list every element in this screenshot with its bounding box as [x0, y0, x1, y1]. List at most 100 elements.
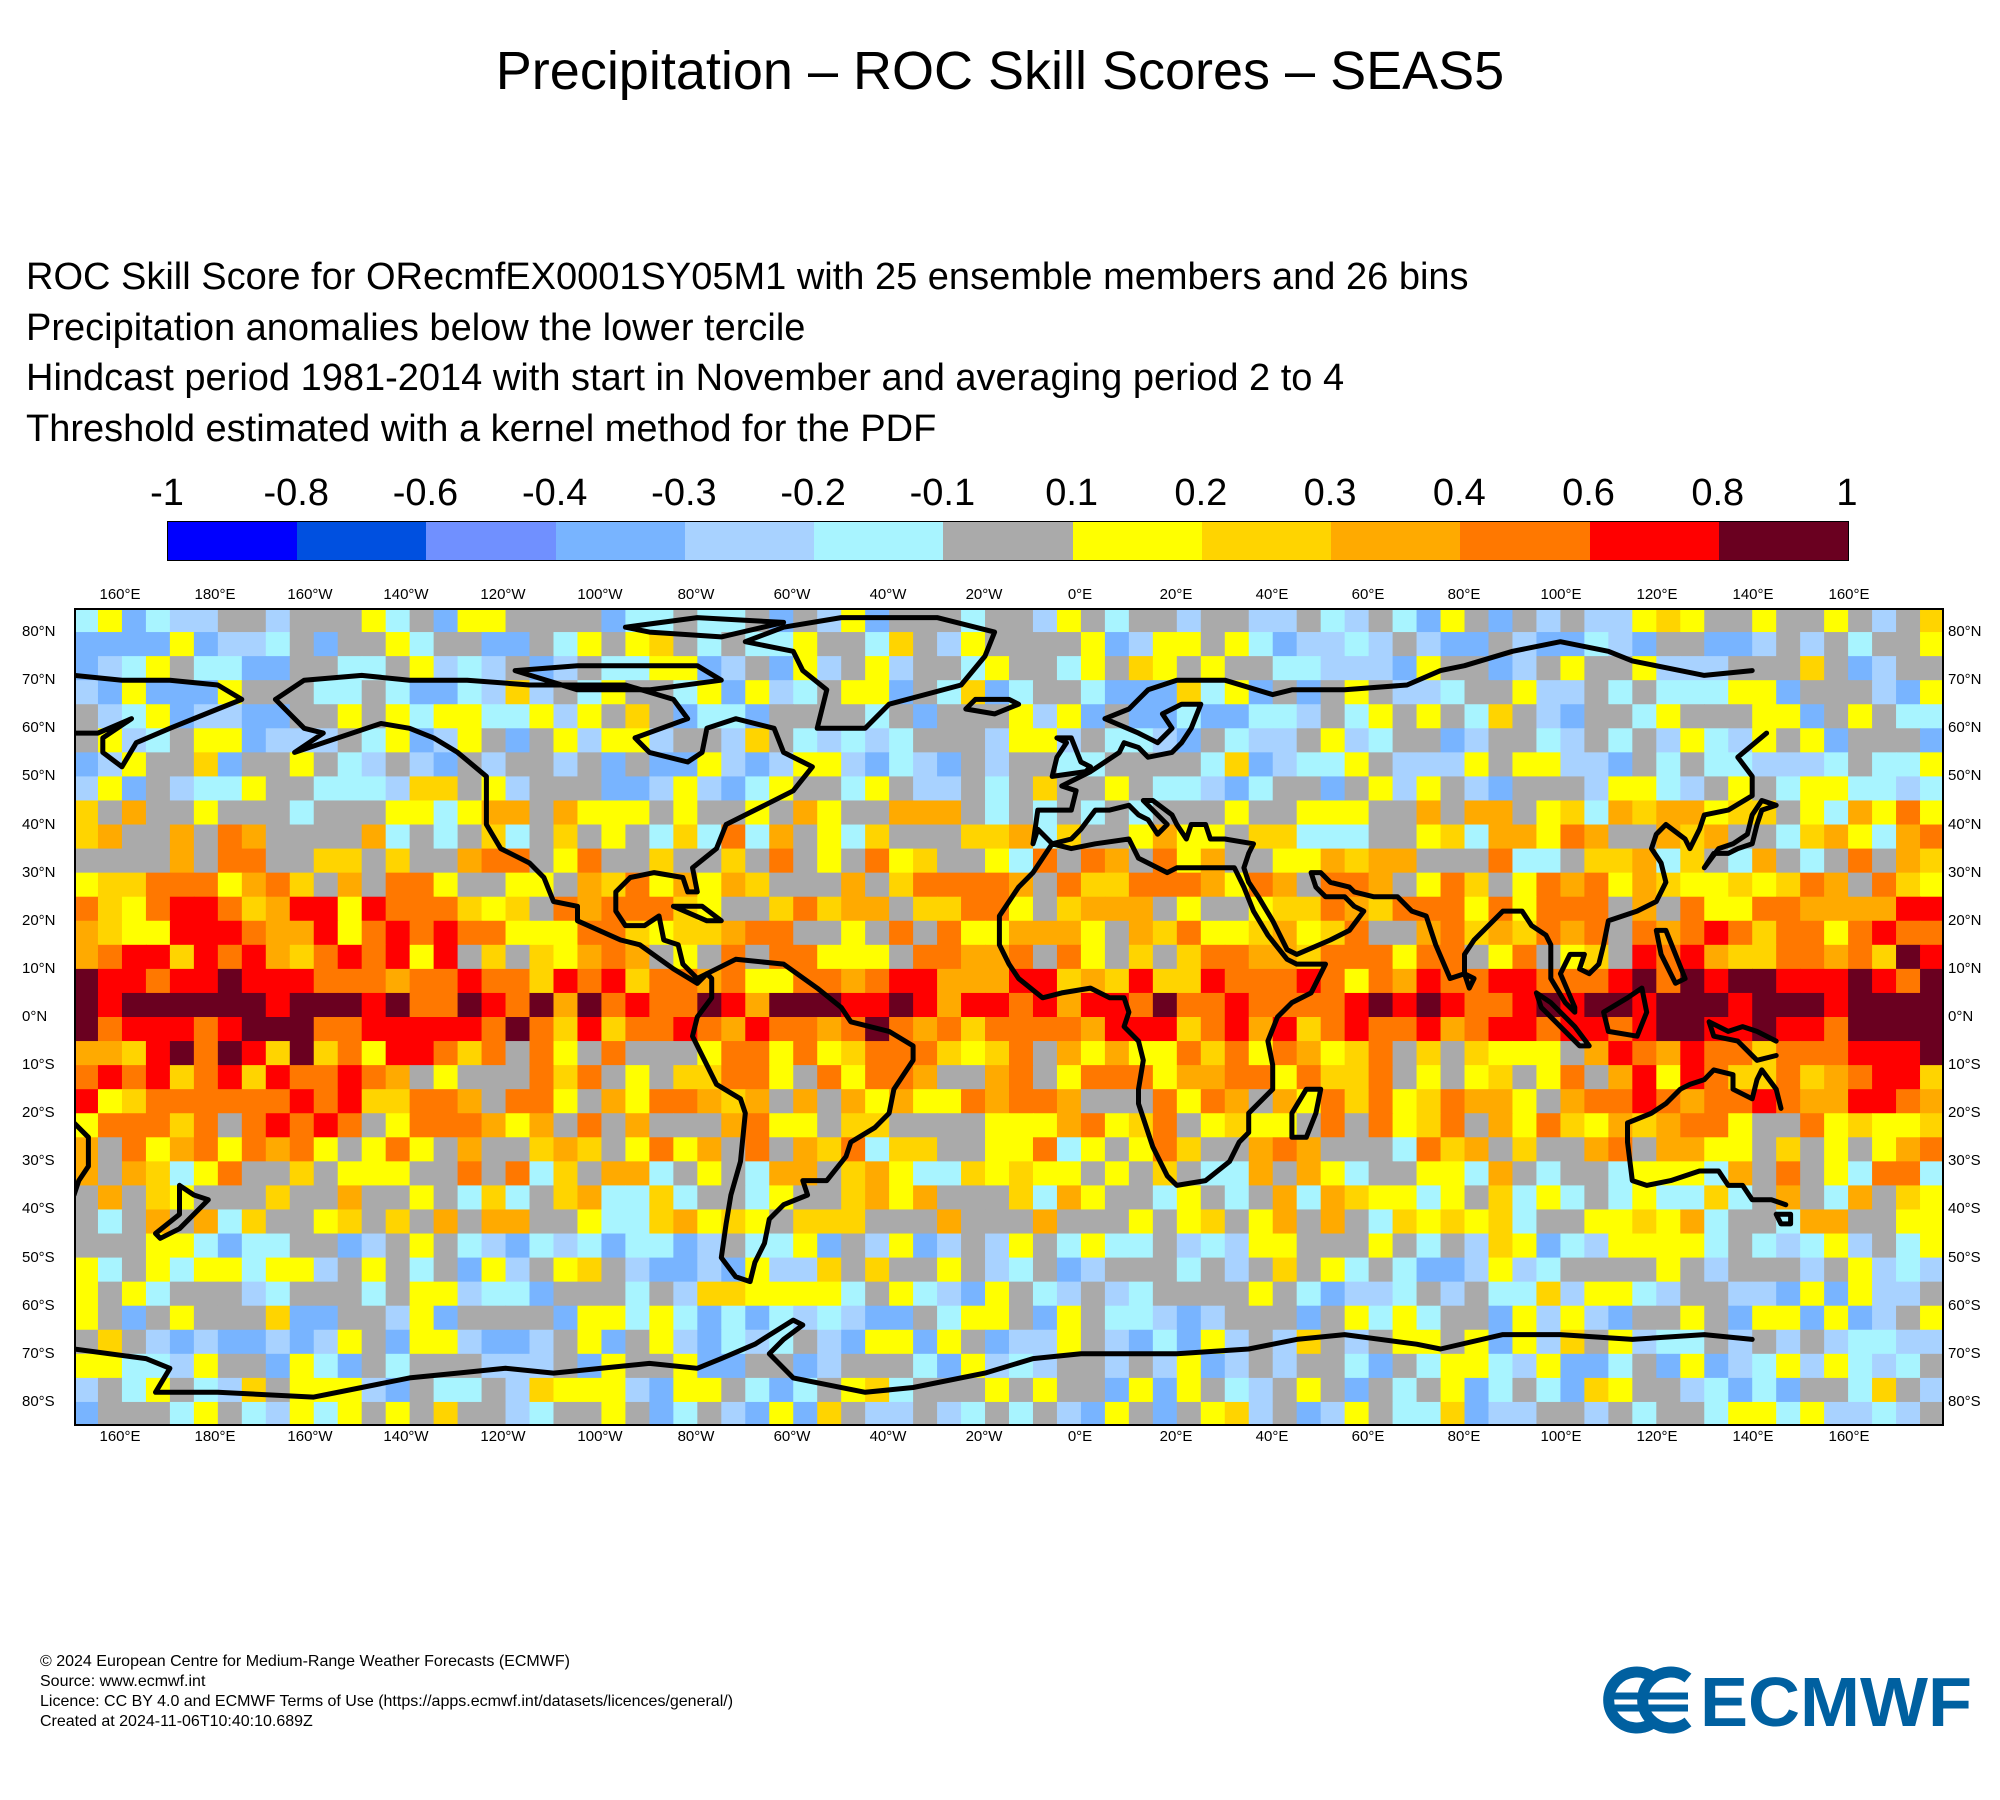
- lat-label: 80°S: [22, 1392, 55, 1410]
- lon-label: 100°W: [577, 586, 623, 603]
- lon-label: 140°E: [1732, 586, 1774, 603]
- lon-label: 160°E: [99, 1428, 141, 1445]
- legend-label: 0.3: [1303, 472, 1357, 514]
- lon-label: 160°E: [1828, 1428, 1870, 1445]
- lon-label: 20°E: [1159, 586, 1193, 603]
- lon-label: 80°E: [1447, 1428, 1481, 1445]
- lon-label: 40°E: [1255, 586, 1289, 603]
- colorbar-segment: [555, 522, 685, 560]
- footer-created: Created at 2024-11-06T10:40:10.689Z: [40, 1713, 313, 1730]
- lat-label: 40°S: [22, 1200, 55, 1218]
- lat-label: 80°N: [1948, 623, 1982, 641]
- lon-label: 80°E: [1447, 586, 1481, 603]
- lon-label: 40°E: [1255, 1428, 1289, 1445]
- lon-label: 160°W: [287, 1428, 333, 1445]
- lat-label: 20°S: [1948, 1104, 1981, 1122]
- colorbar-segment: [1589, 522, 1719, 560]
- colorbar-segment: [1718, 522, 1849, 560]
- map-cells: [74, 608, 1944, 1426]
- lat-label: 60°S: [1948, 1296, 1981, 1314]
- lat-label: 50°N: [22, 767, 56, 785]
- lon-label: 180°E: [194, 1428, 236, 1445]
- colorbar-segment: [943, 522, 1073, 560]
- lat-label: 70°S: [22, 1344, 55, 1362]
- lat-label: 10°N: [1948, 959, 1982, 977]
- subtitle-line-3: Hindcast period 1981-2014 with start in …: [26, 357, 1345, 399]
- lat-label: 30°S: [1948, 1152, 1981, 1170]
- lon-label: 120°W: [480, 1428, 526, 1445]
- legend-label: 0.1: [1045, 472, 1099, 514]
- legend-label: -0.6: [392, 472, 459, 514]
- lat-label: 70°N: [22, 671, 56, 689]
- lon-label: 100°E: [1540, 1428, 1582, 1445]
- page-title: Precipitation – ROC Skill Scores – SEAS5: [495, 41, 1505, 101]
- footer: © 2024 European Centre for Medium-Range …: [40, 1652, 733, 1732]
- lat-label: 60°N: [22, 719, 56, 737]
- legend-label: -0.4: [521, 472, 588, 514]
- skill-score-map: [74, 608, 1944, 1426]
- lon-label: 140°W: [383, 586, 429, 603]
- lat-label: 10°S: [22, 1056, 55, 1074]
- colorbar-segment: [1201, 522, 1332, 560]
- lat-label: 0°N: [22, 1008, 48, 1025]
- lat-label: 30°S: [22, 1152, 55, 1170]
- legend-label: -0.8: [263, 472, 329, 514]
- colorbar-segment: [168, 522, 298, 560]
- colorbar-segment: [297, 522, 427, 560]
- lat-label: 40°S: [1948, 1200, 1981, 1218]
- map-frame: [74, 608, 1944, 1426]
- lon-label: 120°W: [480, 586, 526, 603]
- lon-label: 100°E: [1540, 586, 1582, 603]
- lat-label: 40°N: [1948, 815, 1982, 833]
- lat-label: 10°N: [22, 959, 56, 977]
- lat-label: 40°N: [22, 815, 56, 833]
- lon-label: 40°W: [869, 586, 907, 603]
- lat-label: 70°S: [1948, 1344, 1981, 1362]
- lat-label: 80°S: [1948, 1392, 1981, 1410]
- colorbar: [167, 521, 1849, 561]
- lon-label: 60°E: [1351, 1428, 1385, 1445]
- legend-label: 1: [1836, 472, 1858, 514]
- lon-label: 60°W: [773, 586, 811, 603]
- lon-label: 140°E: [1732, 1428, 1774, 1445]
- footer-copyright: © 2024 European Centre for Medium-Range …: [40, 1653, 570, 1670]
- lon-label: 160°E: [1828, 586, 1870, 603]
- lat-label: 20°N: [1948, 911, 1982, 929]
- footer-licence: Licence: CC BY 4.0 and ECMWF Terms of Us…: [40, 1693, 734, 1710]
- colorbar-segment: [1460, 522, 1590, 560]
- lat-label: 50°S: [22, 1248, 55, 1266]
- lon-label: 100°W: [577, 1428, 623, 1445]
- legend-label: 0.8: [1691, 472, 1745, 514]
- colorbar-segment: [684, 522, 815, 560]
- colorbar-segment: [814, 522, 944, 560]
- legend-label: -0.2: [780, 472, 846, 514]
- legend-label: -0.3: [651, 472, 717, 514]
- ecmwf-logo-text: ECMWF: [1700, 1664, 1972, 1736]
- lat-label: 80°N: [22, 623, 56, 641]
- lon-label: 160°E: [99, 586, 141, 603]
- subtitle-line-4: Threshold estimated with a kernel method…: [26, 408, 937, 450]
- lon-label: 140°W: [383, 1428, 429, 1445]
- coastlines: [74, 615, 1794, 1400]
- lat-label: 20°S: [22, 1104, 55, 1122]
- lon-label: 40°W: [869, 1428, 907, 1445]
- lon-label: 120°E: [1636, 1428, 1678, 1445]
- colorbar-segment: [426, 522, 556, 560]
- lat-label: 0°N: [1948, 1008, 1974, 1025]
- legend-label: -1: [150, 472, 184, 514]
- lon-label: 60°E: [1351, 586, 1385, 603]
- legend-label: 0.6: [1562, 472, 1615, 514]
- legend-labels: -1 -0.8 -0.6 -0.4 -0.3 -0.2 -0.1 0.1 0.2 0.3 0.4 0.…: [0, 472, 2000, 522]
- ecmwf-logo-mark: [1603, 1666, 1692, 1734]
- lon-label: 180°E: [194, 586, 236, 603]
- lon-label: 80°W: [677, 1428, 715, 1445]
- ecmwf-logo: ECMWF: [1603, 1664, 1972, 1736]
- lat-label: 50°S: [1948, 1248, 1981, 1266]
- lon-label: 20°W: [965, 1428, 1003, 1445]
- colorbar-segment: [1331, 522, 1461, 560]
- lon-label: 20°E: [1159, 1428, 1193, 1445]
- footer-source: Source: www.ecmwf.int: [40, 1673, 206, 1690]
- lon-label: 60°W: [773, 1428, 811, 1445]
- subtitle-line-1: ROC Skill Score for ORecmfEX0001SY05M1 w…: [26, 256, 1469, 298]
- lat-label: 20°N: [22, 911, 56, 929]
